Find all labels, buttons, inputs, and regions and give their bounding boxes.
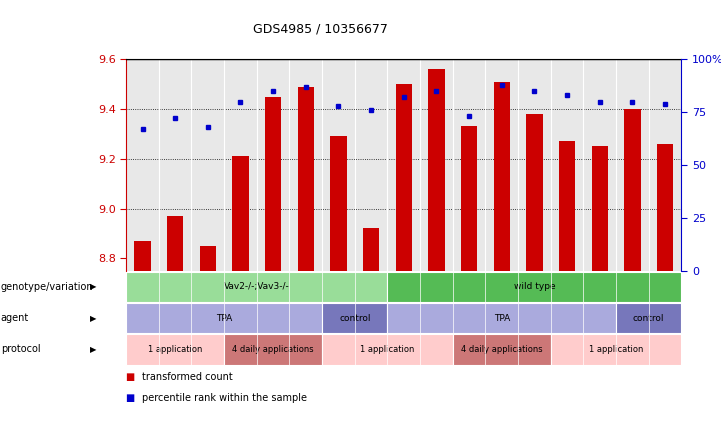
Text: GDS4985 / 10356677: GDS4985 / 10356677	[253, 23, 388, 36]
Bar	[624, 109, 640, 271]
Bar	[200, 246, 216, 271]
Bar	[363, 228, 379, 271]
Bar	[591, 146, 608, 271]
Text: 1 application: 1 application	[148, 345, 203, 354]
Bar	[330, 136, 347, 271]
Bar	[167, 216, 183, 271]
Text: TPA: TPA	[216, 313, 232, 323]
Bar	[428, 69, 445, 271]
Text: ■: ■	[126, 393, 138, 404]
Bar	[461, 126, 477, 271]
Bar	[559, 141, 575, 271]
Text: percentile rank within the sample: percentile rank within the sample	[142, 393, 307, 404]
Text: agent: agent	[1, 313, 29, 323]
Bar	[494, 82, 510, 271]
Bar	[232, 156, 249, 271]
Text: TPA: TPA	[494, 313, 510, 323]
Text: 1 application: 1 application	[360, 345, 415, 354]
Bar	[265, 96, 281, 271]
Text: Vav2-/-;Vav3-/-: Vav2-/-;Vav3-/-	[224, 282, 290, 291]
Bar	[526, 114, 543, 271]
Text: transformed count: transformed count	[142, 372, 233, 382]
Text: control: control	[339, 313, 371, 323]
Bar	[298, 87, 314, 271]
Text: 4 daily applications: 4 daily applications	[461, 345, 542, 354]
Text: wild type: wild type	[513, 282, 555, 291]
Bar	[657, 144, 673, 271]
Text: ▶: ▶	[90, 345, 97, 354]
Text: ■: ■	[126, 372, 138, 382]
Text: ▶: ▶	[90, 282, 97, 291]
Bar	[134, 241, 151, 271]
Text: 1 application: 1 application	[589, 345, 643, 354]
Text: control: control	[633, 313, 665, 323]
Text: genotype/variation: genotype/variation	[1, 282, 93, 292]
Bar	[396, 84, 412, 271]
Text: ▶: ▶	[90, 313, 97, 323]
Text: protocol: protocol	[1, 344, 40, 354]
Text: 4 daily applications: 4 daily applications	[232, 345, 314, 354]
